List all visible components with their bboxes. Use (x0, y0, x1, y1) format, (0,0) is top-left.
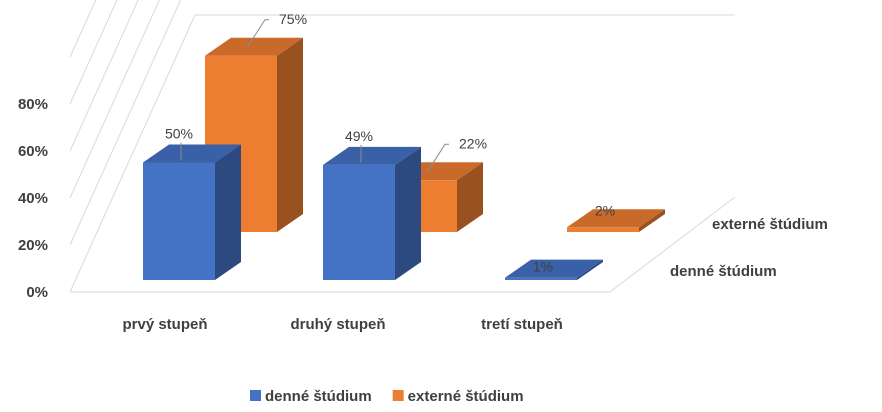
x-tick-label: prvý stupeň (122, 316, 207, 333)
data-label: 75% (279, 11, 307, 27)
gridlines (69, 0, 736, 293)
gridline (69, 0, 160, 199)
data-label: 2% (595, 202, 615, 218)
bar-side-face (215, 144, 241, 280)
y-tick-label: 20% (18, 237, 48, 254)
gridline (69, 0, 139, 152)
bar-front-face (143, 162, 215, 280)
bar-side-face (577, 259, 603, 280)
gridline (69, 0, 118, 105)
data-labels: 75% 22% 2% 50% 49% 1% (165, 11, 615, 275)
bars (143, 37, 665, 280)
y-tick-label: 80% (18, 96, 48, 113)
x-axis-ticks: prvý stupeň druhý stupeň tretí stupeň (122, 316, 562, 333)
bar (143, 144, 241, 280)
bar (505, 259, 603, 280)
data-label: 22% (459, 135, 487, 151)
bar-top-face (505, 259, 603, 278)
legend-swatch (250, 390, 261, 401)
bar-top-face (143, 144, 241, 163)
legend: denné štúdium externé štúdium (250, 388, 524, 405)
legend-swatch (392, 390, 404, 401)
bar-top-face (567, 209, 665, 228)
bar-top-face (323, 146, 421, 165)
data-label: 49% (345, 128, 373, 144)
bar-front-face (567, 227, 639, 232)
gridline (69, 14, 735, 293)
legend-label: denné štúdium (265, 388, 372, 405)
x-tick-label: tretí stupeň (481, 316, 563, 333)
bar-side-face (457, 162, 483, 232)
y-axis-ticks: 0% 20% 40% 60% 80% (18, 96, 48, 301)
y-tick-label: 60% (18, 143, 48, 160)
bar-side-face (277, 37, 303, 232)
depth-tick-label: externé štúdium (712, 216, 828, 233)
data-label-leader (426, 143, 449, 173)
bar (567, 209, 665, 232)
gridline (69, 0, 182, 246)
depth-tick-label: denné štúdium (670, 263, 777, 280)
y-tick-label: 40% (18, 190, 48, 207)
y-tick-label: 0% (26, 284, 48, 301)
floor-edge (70, 196, 736, 293)
legend-label: externé štúdium (408, 388, 524, 405)
bar (323, 146, 421, 280)
data-label: 50% (165, 126, 193, 142)
bar-front-face (505, 277, 577, 280)
depth-axis-ticks: denné štúdium externé štúdium (670, 216, 828, 280)
data-label-leader (246, 19, 269, 49)
bar-front-face (323, 164, 395, 280)
bar-side-face (395, 146, 421, 280)
bar-top-face (205, 37, 303, 56)
data-label: 1% (533, 259, 553, 275)
gridline (69, 0, 97, 58)
bar-side-face (639, 209, 665, 232)
x-tick-label: druhý stupeň (290, 316, 385, 333)
